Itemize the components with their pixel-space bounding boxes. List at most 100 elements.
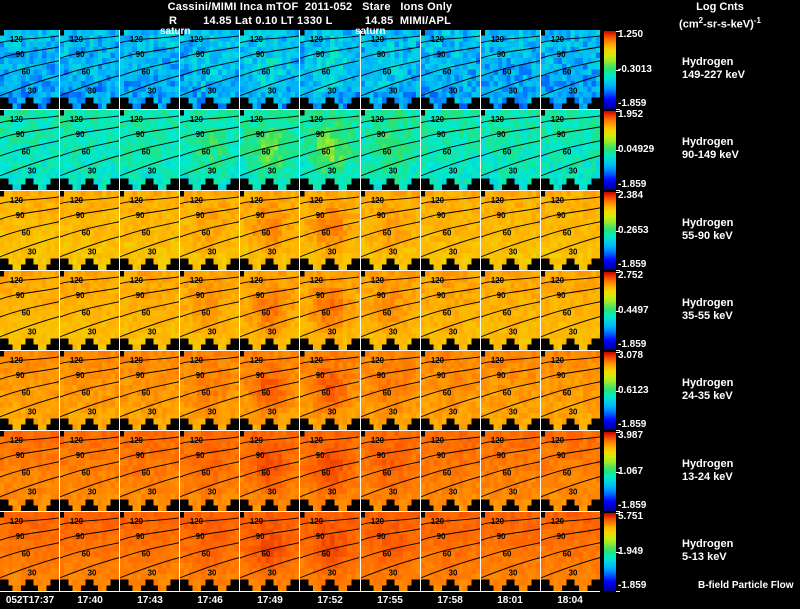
spectrogram-panel[interactable]: 120 90 60 30: [60, 110, 121, 190]
panel-colorbar[interactable]: [604, 432, 620, 512]
spectrogram-panel[interactable]: 120 90 60 30: [0, 110, 61, 190]
spectrogram-panel[interactable]: 120 90 60 30: [0, 190, 61, 270]
spectrogram-panel[interactable]: 120 90 60 30: [120, 30, 181, 110]
spectrogram-panel[interactable]: 120 90 60 30: [360, 270, 421, 351]
spectrogram-panel[interactable]: 120 90 60 30: [540, 110, 600, 190]
panel-colorbar[interactable]: [604, 31, 620, 111]
spectrogram-panel[interactable]: 120 90 60 30: [360, 190, 421, 270]
spectrogram-panel[interactable]: 120 90 60 30: [540, 270, 600, 351]
spectrogram-panel[interactable]: 120 90 60 30: [540, 351, 600, 431]
contour-label: 120: [491, 517, 505, 526]
contour-line: [0, 476, 60, 498]
contour-label: 120: [10, 517, 24, 526]
contour-label: 60: [502, 228, 511, 237]
spectrogram-panel[interactable]: 120 90 60 30: [120, 431, 181, 511]
spectrogram-panel[interactable]: 120 90 60 30: [360, 110, 421, 190]
spectrogram-panel[interactable]: 120 90 60 30: [540, 190, 600, 270]
panel-image: [0, 110, 60, 190]
contour-label: 90: [436, 50, 445, 59]
contour-line: [180, 220, 240, 238]
spectrogram-panel[interactable]: 120 90 60 30: [300, 511, 361, 591]
spectrogram-panel[interactable]: 120 90 60 30: [480, 110, 541, 190]
contour-line: [540, 220, 600, 238]
contour-label: 120: [431, 115, 445, 124]
spectrogram-panel[interactable]: 120 90 60 30: [360, 30, 421, 110]
spectrogram-panel[interactable]: 120 90 60 30: [180, 110, 241, 190]
spectrogram-panel[interactable]: 120 90 60 30: [0, 511, 61, 591]
panel-colorbar[interactable]: [604, 191, 620, 271]
spectrogram-panel[interactable]: 120 90 60 30: [480, 431, 541, 511]
spectrogram-panel[interactable]: 120 90 60 30: [180, 270, 241, 351]
spectrogram-panel[interactable]: 120 90 60 30: [240, 30, 301, 110]
spectrogram-panel[interactable]: 120 90 60 30: [420, 110, 481, 190]
spectrogram-panel[interactable]: 120 90 60 30: [360, 511, 421, 591]
spectrogram-panel[interactable]: 120 90 60 30: [60, 30, 121, 110]
spectrogram-panel[interactable]: 120 90 60 30: [180, 511, 241, 591]
spectrogram-panel[interactable]: 120 90 60 30: [300, 110, 361, 190]
spectrogram-panel[interactable]: 120 90 60 30: [420, 30, 481, 110]
pitch-angle-contours: 120 90 60 30: [360, 35, 420, 97]
panel-colorbar[interactable]: [604, 111, 620, 191]
spectrogram-panel[interactable]: 120 90 60 30: [120, 110, 181, 190]
spectrogram-panel[interactable]: 120 90 60 30: [420, 351, 481, 431]
spectrogram-panel[interactable]: 120 90 60 30: [420, 190, 481, 270]
spectrogram-panel[interactable]: 120 90 60 30: [420, 511, 481, 591]
spectrogram-panel[interactable]: 120 90 60 30: [480, 30, 541, 110]
spectrogram-panel[interactable]: 120 90 60 30: [300, 190, 361, 270]
panel-image: [420, 110, 480, 190]
spectrogram-panel[interactable]: 120 90 60 30: [480, 270, 541, 351]
spectrogram-panel[interactable]: 120 90 60 30: [120, 190, 181, 270]
spectrogram-panel[interactable]: 120 90 60 30: [0, 431, 61, 511]
spectrogram-panel[interactable]: 120 90 60 30: [300, 30, 361, 110]
contour-line: [180, 528, 240, 541]
spectrogram-panel[interactable]: 120 90 60 30: [0, 270, 61, 351]
contour-label: 90: [497, 50, 506, 59]
spectrogram-panel[interactable]: 120 90 60 30: [180, 431, 241, 511]
contour-line: [480, 206, 540, 220]
spectrogram-panel[interactable]: 120 90 60 30: [60, 511, 121, 591]
spectrogram-panel[interactable]: 120 90 60 30: [420, 270, 481, 351]
spectrogram-panel[interactable]: 120 90 60 30: [480, 511, 541, 591]
spectrogram-panel[interactable]: 120 90 60 30: [240, 431, 301, 511]
spectrogram-panel[interactable]: 120 90 60 30: [540, 30, 600, 110]
panel-colorbar[interactable]: [604, 271, 620, 352]
spectrogram-panel[interactable]: 120 90 60 30: [60, 190, 121, 270]
spectrogram-panel[interactable]: 120 90 60 30: [480, 351, 541, 431]
channel-species: Hydrogen: [682, 537, 734, 550]
panel-colorbar[interactable]: [604, 352, 620, 432]
spectrogram-panel[interactable]: 120 90 60 30: [0, 30, 61, 110]
contour-label: 60: [262, 228, 271, 237]
spectrogram-panel[interactable]: 120 90 60 30: [60, 351, 121, 431]
spectrogram-panel[interactable]: 120 90 60 30: [540, 511, 600, 591]
spectrogram-panel[interactable]: 120 90 60 30: [180, 190, 241, 270]
spectrogram-panel[interactable]: 120 90 60 30: [180, 30, 241, 110]
spectrogram-panel[interactable]: 120 90 60 30: [360, 431, 421, 511]
spectrogram-panel[interactable]: 120 90 60 30: [240, 351, 301, 431]
spectrogram-panel[interactable]: 120 90 60 30: [60, 270, 121, 351]
spectrogram-panel[interactable]: 120 90 60 30: [420, 431, 481, 511]
pitch-angle-contours: 120 90 60 30: [240, 436, 300, 498]
spectrogram-panel[interactable]: 120 90 60 30: [300, 431, 361, 511]
spectrogram-panel[interactable]: 120 90 60 30: [120, 351, 181, 431]
spectrogram-panel[interactable]: 120 90 60 30: [60, 431, 121, 511]
colorbar-mid-label: -0.3013: [618, 64, 652, 76]
colorbar-tick: [616, 471, 620, 473]
spectrogram-panel[interactable]: 120 90 60 30: [120, 270, 181, 351]
spectrogram-panel[interactable]: 120 90 60 30: [180, 351, 241, 431]
spectrogram-panel[interactable]: 120 90 60 30: [360, 351, 421, 431]
spectrogram-panel[interactable]: 120 90 60 30: [300, 270, 361, 351]
spectrogram-panel[interactable]: 120 90 60 30: [120, 511, 181, 591]
spectrogram-panel[interactable]: 120 90 60 30: [480, 190, 541, 270]
spectrogram-panel[interactable]: 120 90 60 30: [240, 190, 301, 270]
panel-colorbar[interactable]: [604, 512, 620, 592]
contour-label: 60: [202, 308, 211, 317]
spectrogram-panel[interactable]: 120 90 60 30: [540, 431, 600, 511]
spectrogram-panel[interactable]: 120 90 60 30: [240, 270, 301, 351]
spectrogram-panel[interactable]: 120 90 60 30: [240, 511, 301, 591]
spectrogram-panel[interactable]: 120 90 60 30: [300, 351, 361, 431]
spectrogram-panel[interactable]: 120 90 60 30: [240, 110, 301, 190]
spectrogram-panel[interactable]: 120 90 60 30: [0, 351, 61, 431]
contour-label: 60: [442, 148, 451, 157]
panel-image: [0, 270, 60, 351]
contour-line: [480, 447, 540, 461]
